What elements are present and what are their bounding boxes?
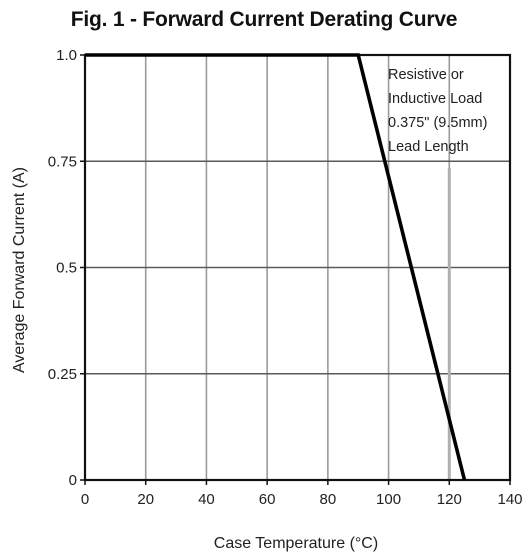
y-tick-label: 0.25 bbox=[48, 366, 77, 383]
y-tick-label: 0.5 bbox=[56, 260, 77, 277]
annotation-line: Resistive or bbox=[388, 67, 464, 83]
x-tick-label: 40 bbox=[198, 491, 215, 508]
y-tick-label: 0 bbox=[69, 472, 77, 489]
annotation-line: Lead Length bbox=[388, 139, 469, 155]
x-tick-label: 80 bbox=[320, 491, 337, 508]
x-tick-label: 140 bbox=[497, 491, 522, 508]
x-tick-label: 100 bbox=[376, 491, 401, 508]
annotation-line: 0.375" (9.5mm) bbox=[388, 115, 487, 131]
annotation-line: Inductive Load bbox=[388, 91, 482, 107]
chart-title: Fig. 1 - Forward Current Derating Curve bbox=[70, 8, 458, 31]
tick-labels: 0 20 40 60 80 100 120 140 0 0.25 0.5 0.75 1.0 bbox=[48, 47, 523, 508]
annotation-text: Resistive or Inductive Load 0.375" (9.5mm)… bbox=[388, 67, 487, 155]
series-layer bbox=[85, 53, 467, 481]
derating-curve-line bbox=[85, 53, 467, 481]
y-tick-label: 1.0 bbox=[56, 47, 77, 64]
x-tick-label: 0 bbox=[81, 491, 89, 508]
y-tick-label: 0.75 bbox=[48, 153, 77, 170]
x-tick-label: 120 bbox=[437, 491, 462, 508]
x-tick-label: 20 bbox=[137, 491, 154, 508]
x-tick-label: 60 bbox=[259, 491, 276, 508]
x-axis-label: Case Temperature (°C) bbox=[214, 535, 378, 552]
y-axis-label: Average Forward Current (A) bbox=[11, 167, 28, 373]
